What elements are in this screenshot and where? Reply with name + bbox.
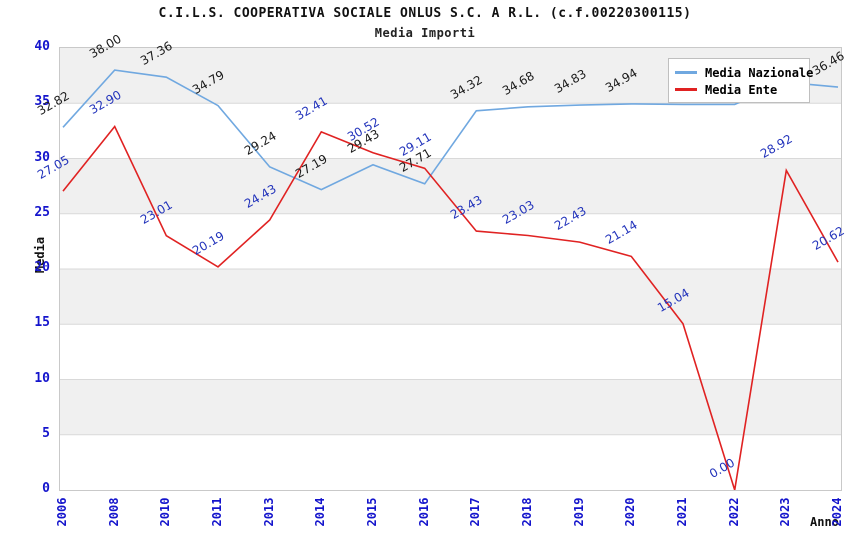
legend-item: Media Ente [675,81,803,98]
x-tick-label: 2016 [416,497,431,527]
x-tick-label: 2006 [55,497,69,527]
y-tick-label: 20 [34,260,50,275]
y-tick-label: 30 [34,149,50,165]
y-tick-label: 25 [34,204,50,220]
x-tick-label: 2010 [158,497,173,527]
legend-label: Media Nazionale [705,65,814,80]
x-tick-label: 2015 [365,497,379,527]
y-axis-title: Media [33,236,47,274]
line-chart-svg [60,69,841,490]
y-tick-label: 15 [34,315,50,331]
x-tick-label: 2014 [313,497,328,527]
legend-line-swatch [675,71,697,74]
x-tick-label: 2008 [106,497,121,527]
x-tick-label: 2024 [830,497,844,527]
legend: Media Nazionale Media Ente [668,58,813,103]
x-tick-label: 2013 [261,497,276,527]
x-axis-title: Anno [810,515,839,529]
legend-label: Media Ente [705,82,778,97]
x-tick-label: 2017 [468,497,483,527]
legend-line-swatch [675,88,697,91]
series-line-media-ente [62,124,839,490]
plot-area [59,47,842,491]
y-tick-label: 40 [34,39,50,54]
y-tick-label: 0 [42,481,50,496]
x-tick-label: 2019 [571,497,586,527]
x-tick-label: 2022 [726,497,741,527]
x-tick-label: 2021 [675,497,689,527]
y-tick-label: 5 [42,425,50,441]
x-tick-label: 2011 [210,497,224,527]
chart-title: C.I.L.S. COOPERATIVA SOCIALE ONLUS S.C. … [158,6,692,21]
y-tick-label: 35 [34,94,50,110]
series-line-media-nazionale [62,69,839,191]
y-tick-label: 10 [34,370,50,386]
x-tick-label: 2020 [623,497,638,527]
x-tick-label: 2018 [520,497,534,527]
legend-item: Media Nazionale [675,64,813,81]
chart-subtitle: Media Importi [374,26,476,40]
x-tick-label: 2023 [778,497,793,527]
